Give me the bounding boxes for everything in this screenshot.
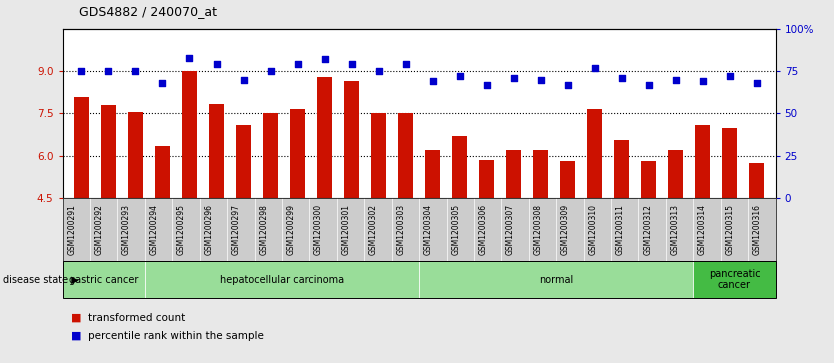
Bar [344, 81, 359, 198]
Text: pancreatic
cancer: pancreatic cancer [709, 269, 761, 290]
Text: GSM1200293: GSM1200293 [122, 204, 131, 255]
Text: gastric cancer: gastric cancer [69, 274, 138, 285]
Text: GSM1200296: GSM1200296 [204, 204, 214, 255]
Bar [506, 150, 521, 198]
Text: ■: ■ [71, 331, 82, 341]
Text: GSM1200299: GSM1200299 [287, 204, 296, 255]
Point [453, 73, 466, 79]
Bar [317, 77, 332, 198]
Point [561, 82, 575, 87]
Point [588, 65, 601, 71]
Point [372, 68, 385, 74]
Text: GSM1200310: GSM1200310 [588, 204, 597, 255]
Text: percentile rank within the sample: percentile rank within the sample [88, 331, 264, 341]
Text: GSM1200309: GSM1200309 [561, 204, 570, 255]
Point [102, 68, 115, 74]
Text: GSM1200305: GSM1200305 [451, 204, 460, 255]
Point [291, 62, 304, 68]
Point [345, 62, 359, 68]
Text: transformed count: transformed count [88, 313, 185, 323]
Bar [749, 163, 764, 198]
Bar [371, 113, 386, 198]
Bar [398, 113, 413, 198]
Text: GSM1200297: GSM1200297 [232, 204, 241, 255]
Point [237, 77, 250, 82]
Text: GSM1200316: GSM1200316 [753, 204, 762, 255]
Text: GSM1200301: GSM1200301 [341, 204, 350, 255]
Bar [155, 146, 170, 198]
Point [696, 78, 710, 84]
Point [480, 82, 493, 87]
Bar [209, 103, 224, 198]
Bar [641, 161, 656, 198]
Text: normal: normal [539, 274, 573, 285]
Bar [560, 161, 575, 198]
Point [183, 55, 196, 61]
Point [507, 75, 520, 81]
Bar [696, 125, 710, 198]
Bar [182, 71, 197, 198]
Point [210, 62, 224, 68]
Text: GSM1200311: GSM1200311 [615, 204, 625, 255]
Text: GSM1200315: GSM1200315 [726, 204, 735, 255]
Text: GSM1200298: GSM1200298 [259, 204, 269, 255]
Point [615, 75, 628, 81]
Point [75, 68, 88, 74]
Text: GSM1200294: GSM1200294 [149, 204, 158, 255]
Bar [425, 150, 440, 198]
Text: GSM1200292: GSM1200292 [95, 204, 103, 255]
Bar [74, 97, 89, 198]
Text: GSM1200308: GSM1200308 [534, 204, 542, 255]
Point [723, 73, 736, 79]
Bar [587, 109, 602, 198]
Point [156, 80, 169, 86]
Bar [263, 113, 278, 198]
Bar [722, 127, 737, 198]
Bar [533, 150, 548, 198]
Point [426, 78, 440, 84]
Text: GSM1200312: GSM1200312 [643, 204, 652, 255]
Bar [101, 105, 116, 198]
Text: GSM1200302: GSM1200302 [369, 204, 378, 255]
Bar [452, 136, 467, 198]
Bar [128, 112, 143, 198]
Text: GSM1200303: GSM1200303 [396, 204, 405, 255]
Text: GSM1200313: GSM1200313 [671, 204, 680, 255]
Text: GSM1200304: GSM1200304 [424, 204, 433, 255]
Text: GDS4882 / 240070_at: GDS4882 / 240070_at [79, 5, 217, 18]
Text: ■: ■ [71, 313, 82, 323]
Bar [668, 150, 683, 198]
Text: GSM1200314: GSM1200314 [698, 204, 707, 255]
Text: GSM1200307: GSM1200307 [506, 204, 515, 255]
Point [318, 57, 331, 62]
Bar [614, 140, 629, 198]
Text: hepatocellular carcinoma: hepatocellular carcinoma [220, 274, 344, 285]
Text: GSM1200306: GSM1200306 [479, 204, 488, 255]
Point [264, 68, 277, 74]
Point [399, 62, 412, 68]
Point [669, 77, 682, 82]
Text: disease state ▶: disease state ▶ [3, 274, 78, 285]
Text: GSM1200295: GSM1200295 [177, 204, 186, 255]
Point [750, 80, 763, 86]
Point [534, 77, 547, 82]
Bar [290, 109, 305, 198]
Point [128, 68, 142, 74]
Point [642, 82, 656, 87]
Bar [236, 125, 251, 198]
Bar [480, 160, 494, 198]
Text: GSM1200291: GSM1200291 [68, 204, 76, 255]
Text: GSM1200300: GSM1200300 [314, 204, 323, 255]
